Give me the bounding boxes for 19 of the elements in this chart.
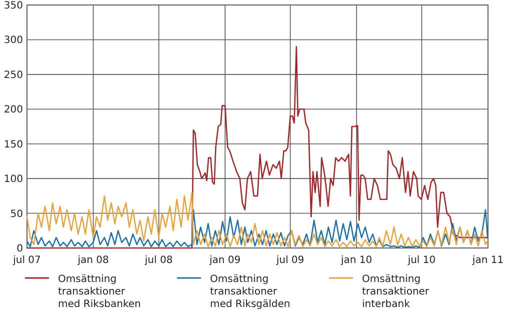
y-tick-label: 50 — [10, 208, 23, 220]
x-tick-label: jul 09 — [275, 255, 304, 266]
x-tick-label: jan 11 — [471, 255, 504, 266]
x-tick-label: jul 08 — [144, 255, 173, 266]
x-tick-label: jul 10 — [406, 255, 436, 266]
y-tick-label: 300 — [4, 35, 23, 46]
y-tick-label: 0 — [16, 244, 23, 254]
y-tick-label: 200 — [4, 104, 23, 116]
x-tick-label: jan 10 — [340, 255, 372, 266]
y-tick-label: 250 — [4, 70, 23, 81]
y-tick-label: 150 — [4, 139, 23, 150]
y-tick-label: 100 — [4, 174, 23, 186]
x-tick-label: jan 09 — [208, 255, 241, 266]
y-tick-label: 350 — [4, 0, 23, 12]
legend-label: Omsättning transaktioner interbank — [362, 274, 430, 310]
legend-label: Omsättning transaktioner med Riksgälden — [210, 274, 290, 310]
legend-label: Omsättning transaktioner med Riksbanken — [58, 274, 141, 310]
x-tick-label: jul 07 — [12, 255, 41, 266]
x-tick-label: jan 08 — [76, 255, 109, 266]
